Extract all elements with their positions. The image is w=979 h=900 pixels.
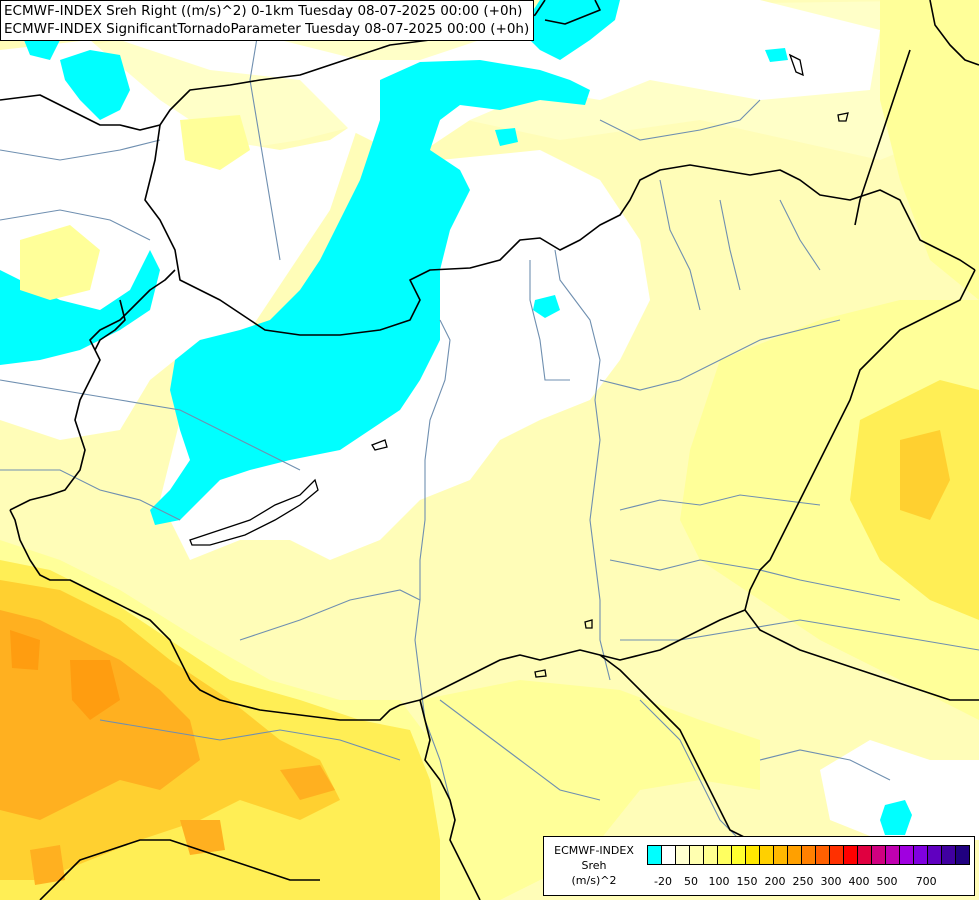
legend-swatch (927, 845, 942, 865)
legend-tick-label: 50 (684, 875, 698, 888)
border-slovakia-hungary (144, 124, 976, 336)
legend-swatch (787, 845, 802, 865)
map-title-line-1: ECMWF-INDEX Sreh Right ((m/s)^2) 0-1km T… (4, 3, 523, 19)
legend-variable: Sreh (581, 859, 607, 872)
legend-swatch (745, 845, 760, 865)
lake-small-c (837, 112, 849, 122)
legend-swatch (857, 845, 872, 865)
lakes (189, 53, 849, 678)
border-poland-ukraine (854, 49, 911, 226)
legend-tick-label: 100 (708, 875, 730, 888)
yellow-zone-northeast (880, 0, 979, 300)
river-southeast (759, 749, 891, 781)
river-north-c (599, 99, 761, 141)
legend-swatch (815, 845, 830, 865)
cyan-patch-b (533, 295, 560, 318)
legend-swatch (717, 845, 732, 865)
legend-swatch (759, 845, 774, 865)
cyan-zone-northwest (60, 50, 130, 120)
lake-small-e (584, 619, 593, 629)
river-northeast-a (779, 199, 821, 271)
river-northwest-a (0, 139, 161, 161)
cyan-zone-central (150, 60, 590, 525)
deep-orange-patch-a (70, 660, 120, 720)
orange-patch-e (30, 845, 65, 885)
river-south-a (439, 699, 601, 801)
river-east-b (619, 494, 821, 511)
map-title-line-2: ECMWF-INDEX SignificantTornadoParameter … (4, 21, 530, 37)
lake-small-a (371, 439, 388, 451)
legend-swatch (731, 845, 746, 865)
legend-swatch (647, 845, 662, 865)
border-northeast-corner (929, 0, 979, 66)
legend-tick-label: 250 (792, 875, 814, 888)
legend-tick-label: 700 (915, 875, 937, 888)
legend-swatch (913, 845, 928, 865)
river-west-b (0, 469, 181, 521)
border-romania-serbia (744, 609, 979, 701)
legend-swatch (675, 845, 690, 865)
legend-swatch (899, 845, 914, 865)
river-east-a (599, 319, 841, 391)
cyan-zone-west (0, 250, 160, 365)
legend-swatch (955, 845, 970, 865)
border-croatia-serbia (419, 699, 481, 900)
yellow-patch-west (20, 225, 100, 300)
legend-tick-label: -20 (654, 875, 672, 888)
gold-patch-east (900, 430, 950, 520)
map-title-box: ECMWF-INDEX Sreh Right ((m/s)^2) 0-1km T… (0, 0, 535, 41)
legend-source: ECMWF-INDEX (554, 844, 634, 857)
border-croatia-bosnia (39, 839, 320, 900)
border-serbia-romania-south (599, 654, 751, 841)
legend-swatch (661, 845, 676, 865)
legend-swatch (843, 845, 858, 865)
river-tisza (554, 249, 611, 681)
border-hungary-south (9, 269, 976, 721)
orange-zone-southwest (0, 610, 200, 820)
legend-swatch (773, 845, 788, 865)
cyan-patch-c (765, 48, 788, 62)
legend-tick-label: 400 (848, 875, 870, 888)
river-southwest (99, 719, 401, 761)
legend-swatch (871, 845, 886, 865)
lake-balaton (189, 478, 319, 546)
legend-tick-label: 300 (820, 875, 842, 888)
legend-label: ECMWF-INDEX Sreh (m/s)^2 (544, 843, 644, 888)
border-north-notch (544, 0, 601, 25)
border-vienna-notch (94, 299, 126, 351)
river-north-b (249, 19, 281, 261)
legend-tick-label: 500 (876, 875, 898, 888)
river-northwest-b (0, 209, 151, 241)
lake-small-b (788, 53, 804, 77)
border-austria-hungary (9, 269, 176, 511)
lake-small-d (534, 669, 547, 678)
river-south-b (639, 699, 741, 841)
legend-swatch (689, 845, 704, 865)
river-north-e (719, 199, 741, 291)
cyan-zone-north (520, 0, 620, 60)
legend-swatch (801, 845, 816, 865)
cyan-patch-d (495, 128, 518, 146)
river-west-a (0, 379, 301, 471)
legend-tick-label: 150 (736, 875, 758, 888)
river-west-c (239, 589, 421, 641)
cyan-patch-southeast (880, 800, 912, 835)
legend-unit: (m/s)^2 (571, 874, 617, 887)
legend-tick-label: 200 (764, 875, 786, 888)
river-north-a (529, 260, 570, 381)
orange-patch-c (280, 765, 335, 800)
legend-swatch (941, 845, 956, 865)
legend-swatch (885, 845, 900, 865)
legend-swatch (829, 845, 844, 865)
legend-swatch (703, 845, 718, 865)
river-north-d (659, 179, 701, 311)
color-legend: ECMWF-INDEX Sreh (m/s)^2 -20 50 100 150 200 2… (543, 836, 975, 896)
yellow-patch-northwest (180, 115, 250, 170)
deep-orange-patch-b (10, 630, 40, 670)
